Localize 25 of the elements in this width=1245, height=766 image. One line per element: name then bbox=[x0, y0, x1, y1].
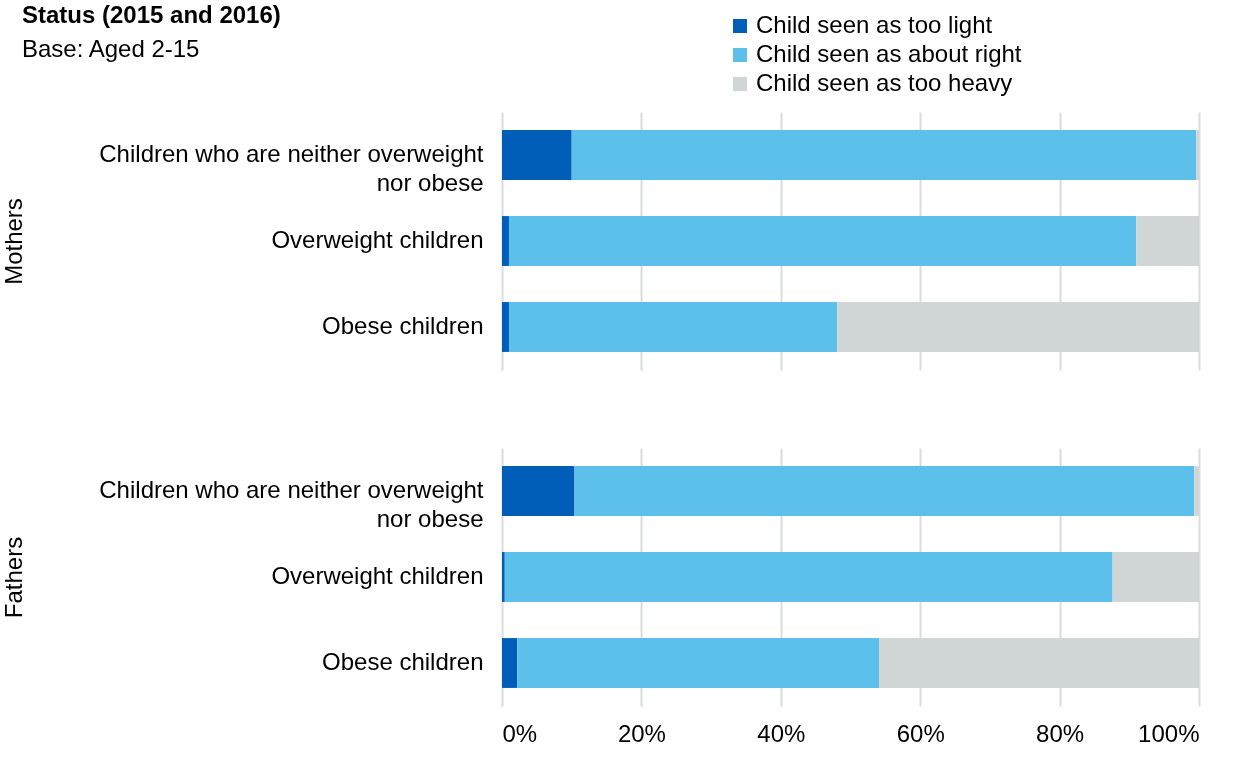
x-tick-label: 0% bbox=[502, 719, 538, 747]
bar bbox=[508, 216, 1137, 266]
x-tick-label: 40% bbox=[757, 719, 806, 747]
y-tick-label: Overweight children bbox=[271, 226, 484, 253]
bar bbox=[508, 302, 838, 352]
y-axis-title: Mothers bbox=[0, 198, 27, 285]
x-tick-label: 100% bbox=[1138, 719, 1200, 747]
y-tick-label: Obese children bbox=[322, 312, 484, 339]
bar bbox=[502, 302, 509, 352]
bar bbox=[571, 130, 1197, 180]
legend-label: Child seen as too heavy bbox=[756, 69, 1013, 96]
x-tick-label: 80% bbox=[1036, 719, 1085, 747]
legend-label: Child seen as about right bbox=[756, 40, 1022, 67]
y-tick-label: Overweight children bbox=[271, 562, 484, 589]
bar bbox=[502, 216, 509, 266]
bar bbox=[502, 130, 572, 180]
y-tick-label: Children who are neither overweight nor obese bbox=[99, 140, 484, 196]
x-tick-label: 20% bbox=[617, 719, 666, 747]
text: Status (2015 and 2016) bbox=[22, 1, 281, 28]
y-tick-label: Children who are neither overweight nor obese bbox=[99, 476, 484, 532]
text: Base: Aged 2-15 bbox=[22, 35, 200, 62]
x-tick-label: 60% bbox=[896, 719, 945, 747]
y-tick-label: Obese children bbox=[322, 648, 484, 675]
legend-label: Child seen as too light bbox=[756, 11, 993, 38]
y-axis-title: Fathers bbox=[0, 536, 27, 619]
